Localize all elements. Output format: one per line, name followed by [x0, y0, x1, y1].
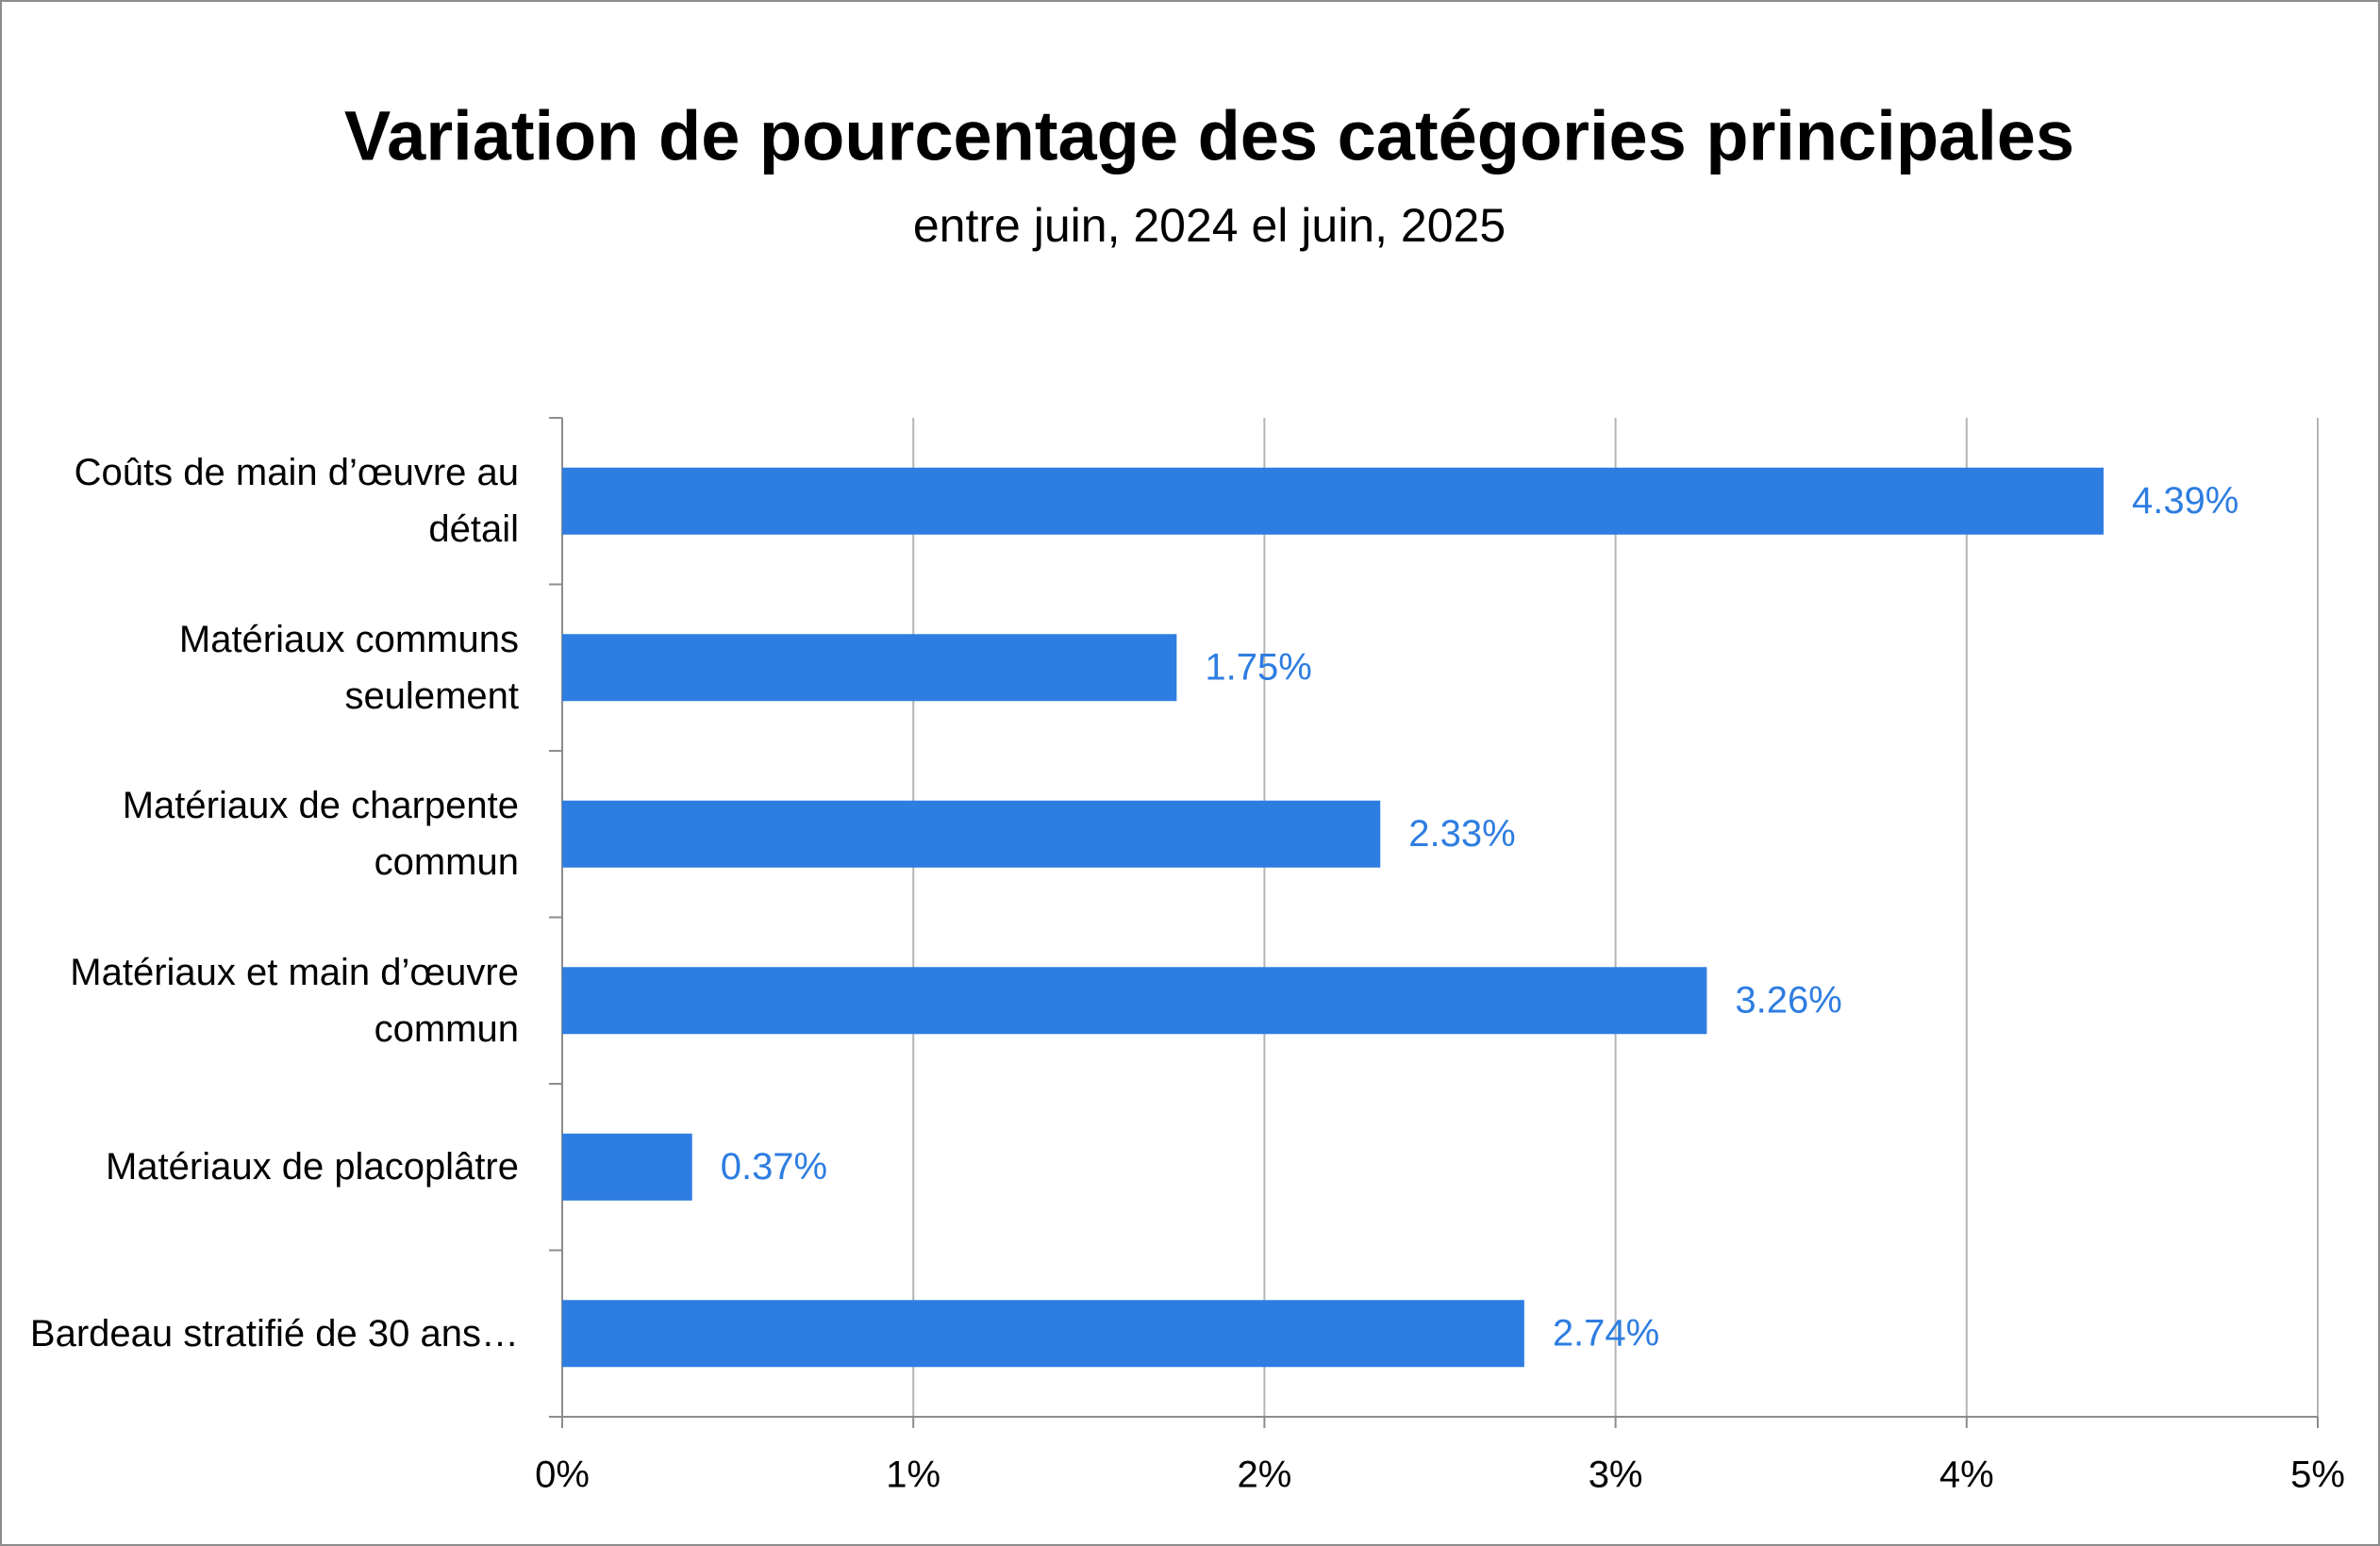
bar [562, 634, 1177, 702]
y-tick-label: Matériaux communs seulement [178, 618, 519, 717]
bar [562, 1133, 692, 1201]
y-tick-label: Bardeau stratifié de 30 ans… [29, 1312, 519, 1355]
y-tick-label: Matériaux et main d’œuvre commun [70, 951, 519, 1050]
value-label: 2.74% [1553, 1312, 1659, 1354]
value-label: 4.39% [2132, 480, 2239, 522]
chart-subtitle: entre juin, 2024 el juin, 2025 [913, 199, 1506, 252]
bar [562, 967, 1707, 1035]
value-label: 0.37% [721, 1146, 827, 1188]
x-tick-label: 2% [1237, 1455, 1291, 1496]
value-label: 1.75% [1205, 646, 1311, 688]
x-tick-label: 4% [1939, 1455, 1994, 1496]
chart-title: Variation de pourcentage des catégories … [344, 97, 2074, 175]
value-label: 2.33% [1408, 813, 1515, 855]
x-tick-label: 5% [2290, 1455, 2345, 1496]
y-tick-label: Coûts de main d’œuvre au détail [74, 452, 519, 551]
x-tick-label: 3% [1589, 1455, 1643, 1496]
bar [562, 1300, 1524, 1368]
y-tick-label: Matériaux de placoplâtre [105, 1146, 519, 1189]
bar [562, 467, 2104, 535]
value-label: 3.26% [1735, 979, 1841, 1021]
x-tick-label: 0% [535, 1455, 590, 1496]
bar [562, 800, 1381, 868]
y-tick-label: Matériaux de charpente commun [122, 785, 519, 884]
x-tick-label: 1% [886, 1455, 940, 1496]
